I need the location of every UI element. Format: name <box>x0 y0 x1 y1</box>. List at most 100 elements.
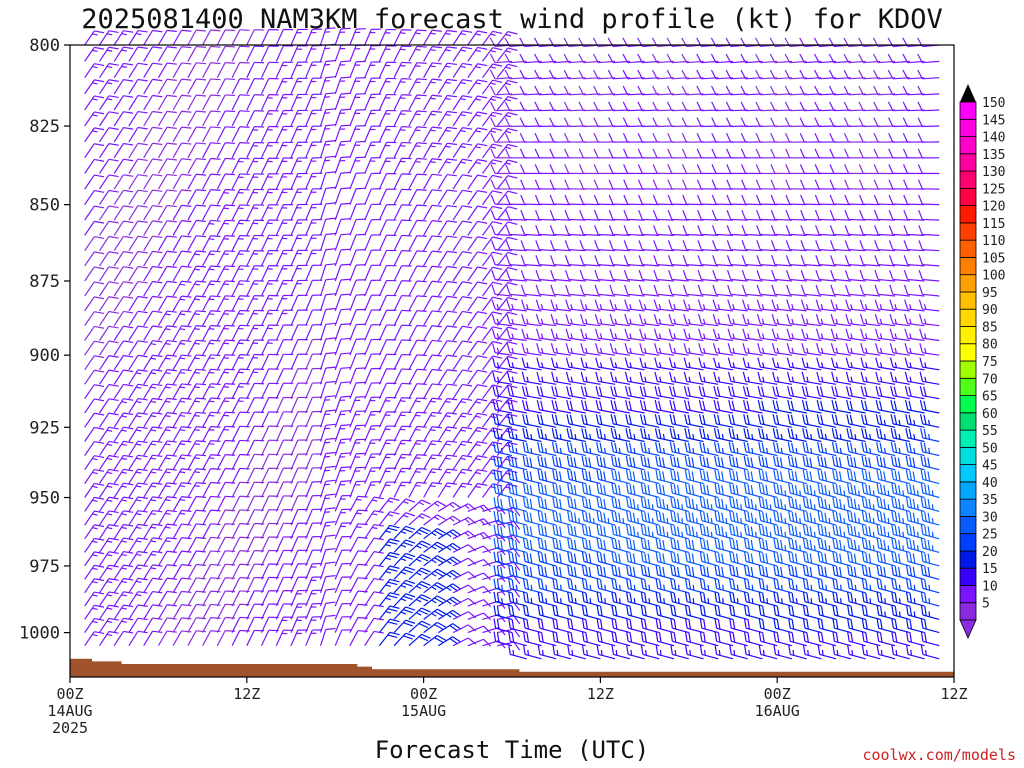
wind-barb-staff <box>202 383 212 399</box>
wind-barb-staff <box>98 510 110 526</box>
wind-barb-full <box>94 537 105 541</box>
wind-barb-staff <box>202 426 212 442</box>
wind-barb <box>260 382 279 399</box>
wind-barb-staff <box>539 366 557 371</box>
wind-barb-full <box>152 537 163 540</box>
wind-barb <box>143 369 163 385</box>
wind-barb-staff <box>98 469 110 484</box>
wind-barb-staff <box>452 398 463 414</box>
wind-barb <box>216 577 236 594</box>
wind-barb-full <box>123 266 134 269</box>
wind-barb <box>128 280 148 297</box>
wind-barb-full <box>225 78 236 81</box>
wind-barb-half <box>449 517 455 522</box>
wind-barb <box>143 110 163 127</box>
wind-barb-staff <box>482 175 494 190</box>
wind-barb-staff <box>334 249 342 267</box>
wind-barb <box>319 521 336 539</box>
wind-barb <box>84 604 105 620</box>
wind-barb-staff <box>305 411 313 428</box>
wind-barb-staff <box>437 158 448 174</box>
wind-barb-staff <box>364 631 375 647</box>
wind-barb-full <box>137 468 148 472</box>
wind-barb-staff <box>84 469 95 484</box>
wind-barb-staff <box>128 604 139 620</box>
wind-barb-half <box>92 633 98 637</box>
wind-barb <box>128 174 148 190</box>
wind-barb-staff <box>157 310 168 327</box>
wind-barb-full <box>166 354 177 357</box>
wind-barb-staff <box>172 369 183 385</box>
wind-barb-full <box>137 110 148 114</box>
wind-barb-staff <box>334 109 342 127</box>
wind-barb-full <box>137 295 148 299</box>
wind-barb-staff <box>202 78 212 95</box>
wind-barb <box>290 368 308 385</box>
wind-barb-full <box>534 101 540 111</box>
wind-barb-staff <box>349 537 359 553</box>
wind-barb-staff <box>378 78 388 95</box>
wind-barb-staff <box>290 250 299 267</box>
wind-barb-staff <box>84 384 95 400</box>
wind-barb <box>143 454 163 471</box>
wind-barb-full <box>94 482 105 486</box>
wind-barb-full <box>166 339 177 343</box>
wind-barb-staff <box>172 235 183 251</box>
wind-barb-half <box>106 594 113 597</box>
wind-barb-staff <box>539 492 557 499</box>
wind-barb-staff <box>187 62 197 78</box>
wind-barb-full <box>505 148 511 159</box>
wind-barb-full <box>477 340 488 344</box>
wind-barb <box>437 397 457 414</box>
wind-barb-staff <box>452 266 463 282</box>
wind-barb-staff <box>467 174 478 190</box>
wind-barb-staff <box>364 265 372 282</box>
wind-barb-staff <box>305 295 313 312</box>
wind-barb-full <box>137 29 148 33</box>
wind-barb-staff <box>524 337 542 342</box>
wind-barb-staff <box>246 110 255 127</box>
wind-barb-staff <box>231 383 241 399</box>
wind-barb-half <box>92 457 98 461</box>
wind-barb-staff <box>524 601 542 607</box>
wind-barb-staff <box>84 497 95 512</box>
wind-barb-staff <box>216 142 226 159</box>
wind-barb-staff <box>172 158 183 174</box>
wind-barb-staff <box>393 383 403 399</box>
wind-barb <box>113 426 134 442</box>
wind-barb-staff <box>378 62 388 78</box>
wind-barb-staff <box>113 398 124 414</box>
wind-barb-staff <box>231 577 241 594</box>
wind-barb-full <box>196 219 207 222</box>
wind-barb-staff <box>202 204 212 221</box>
wind-barb-staff <box>157 617 168 633</box>
wind-barb <box>522 455 542 471</box>
wind-barb-staff <box>157 95 168 111</box>
wind-barb-full <box>340 466 351 469</box>
wind-barb-full <box>108 325 119 329</box>
wind-barb <box>98 220 119 236</box>
wind-barb <box>506 299 527 312</box>
wind-barb-half <box>165 372 171 375</box>
wind-barb-staff <box>509 366 527 371</box>
wind-barb-staff <box>319 188 327 205</box>
wind-barb-staff <box>84 524 95 540</box>
wind-barb-staff <box>172 189 183 205</box>
wind-barb-staff <box>378 142 388 159</box>
wind-barb-staff <box>290 616 299 633</box>
wind-barb-staff <box>364 524 375 540</box>
wind-barb-half <box>150 499 157 502</box>
wind-barb-full <box>196 173 207 176</box>
wind-barb <box>305 453 323 470</box>
wind-barb-staff <box>84 412 95 428</box>
wind-barb-full <box>152 590 163 594</box>
wind-barb-staff <box>305 45 313 62</box>
wind-barb-staff <box>275 324 284 341</box>
wind-barb-full <box>325 575 336 578</box>
wind-barb-staff <box>482 296 494 312</box>
wind-barb-staff <box>408 46 418 62</box>
wind-barb-half <box>92 98 98 101</box>
wind-barb-staff <box>187 496 197 512</box>
wind-barb <box>349 279 366 297</box>
wind-barb-staff <box>510 627 527 634</box>
